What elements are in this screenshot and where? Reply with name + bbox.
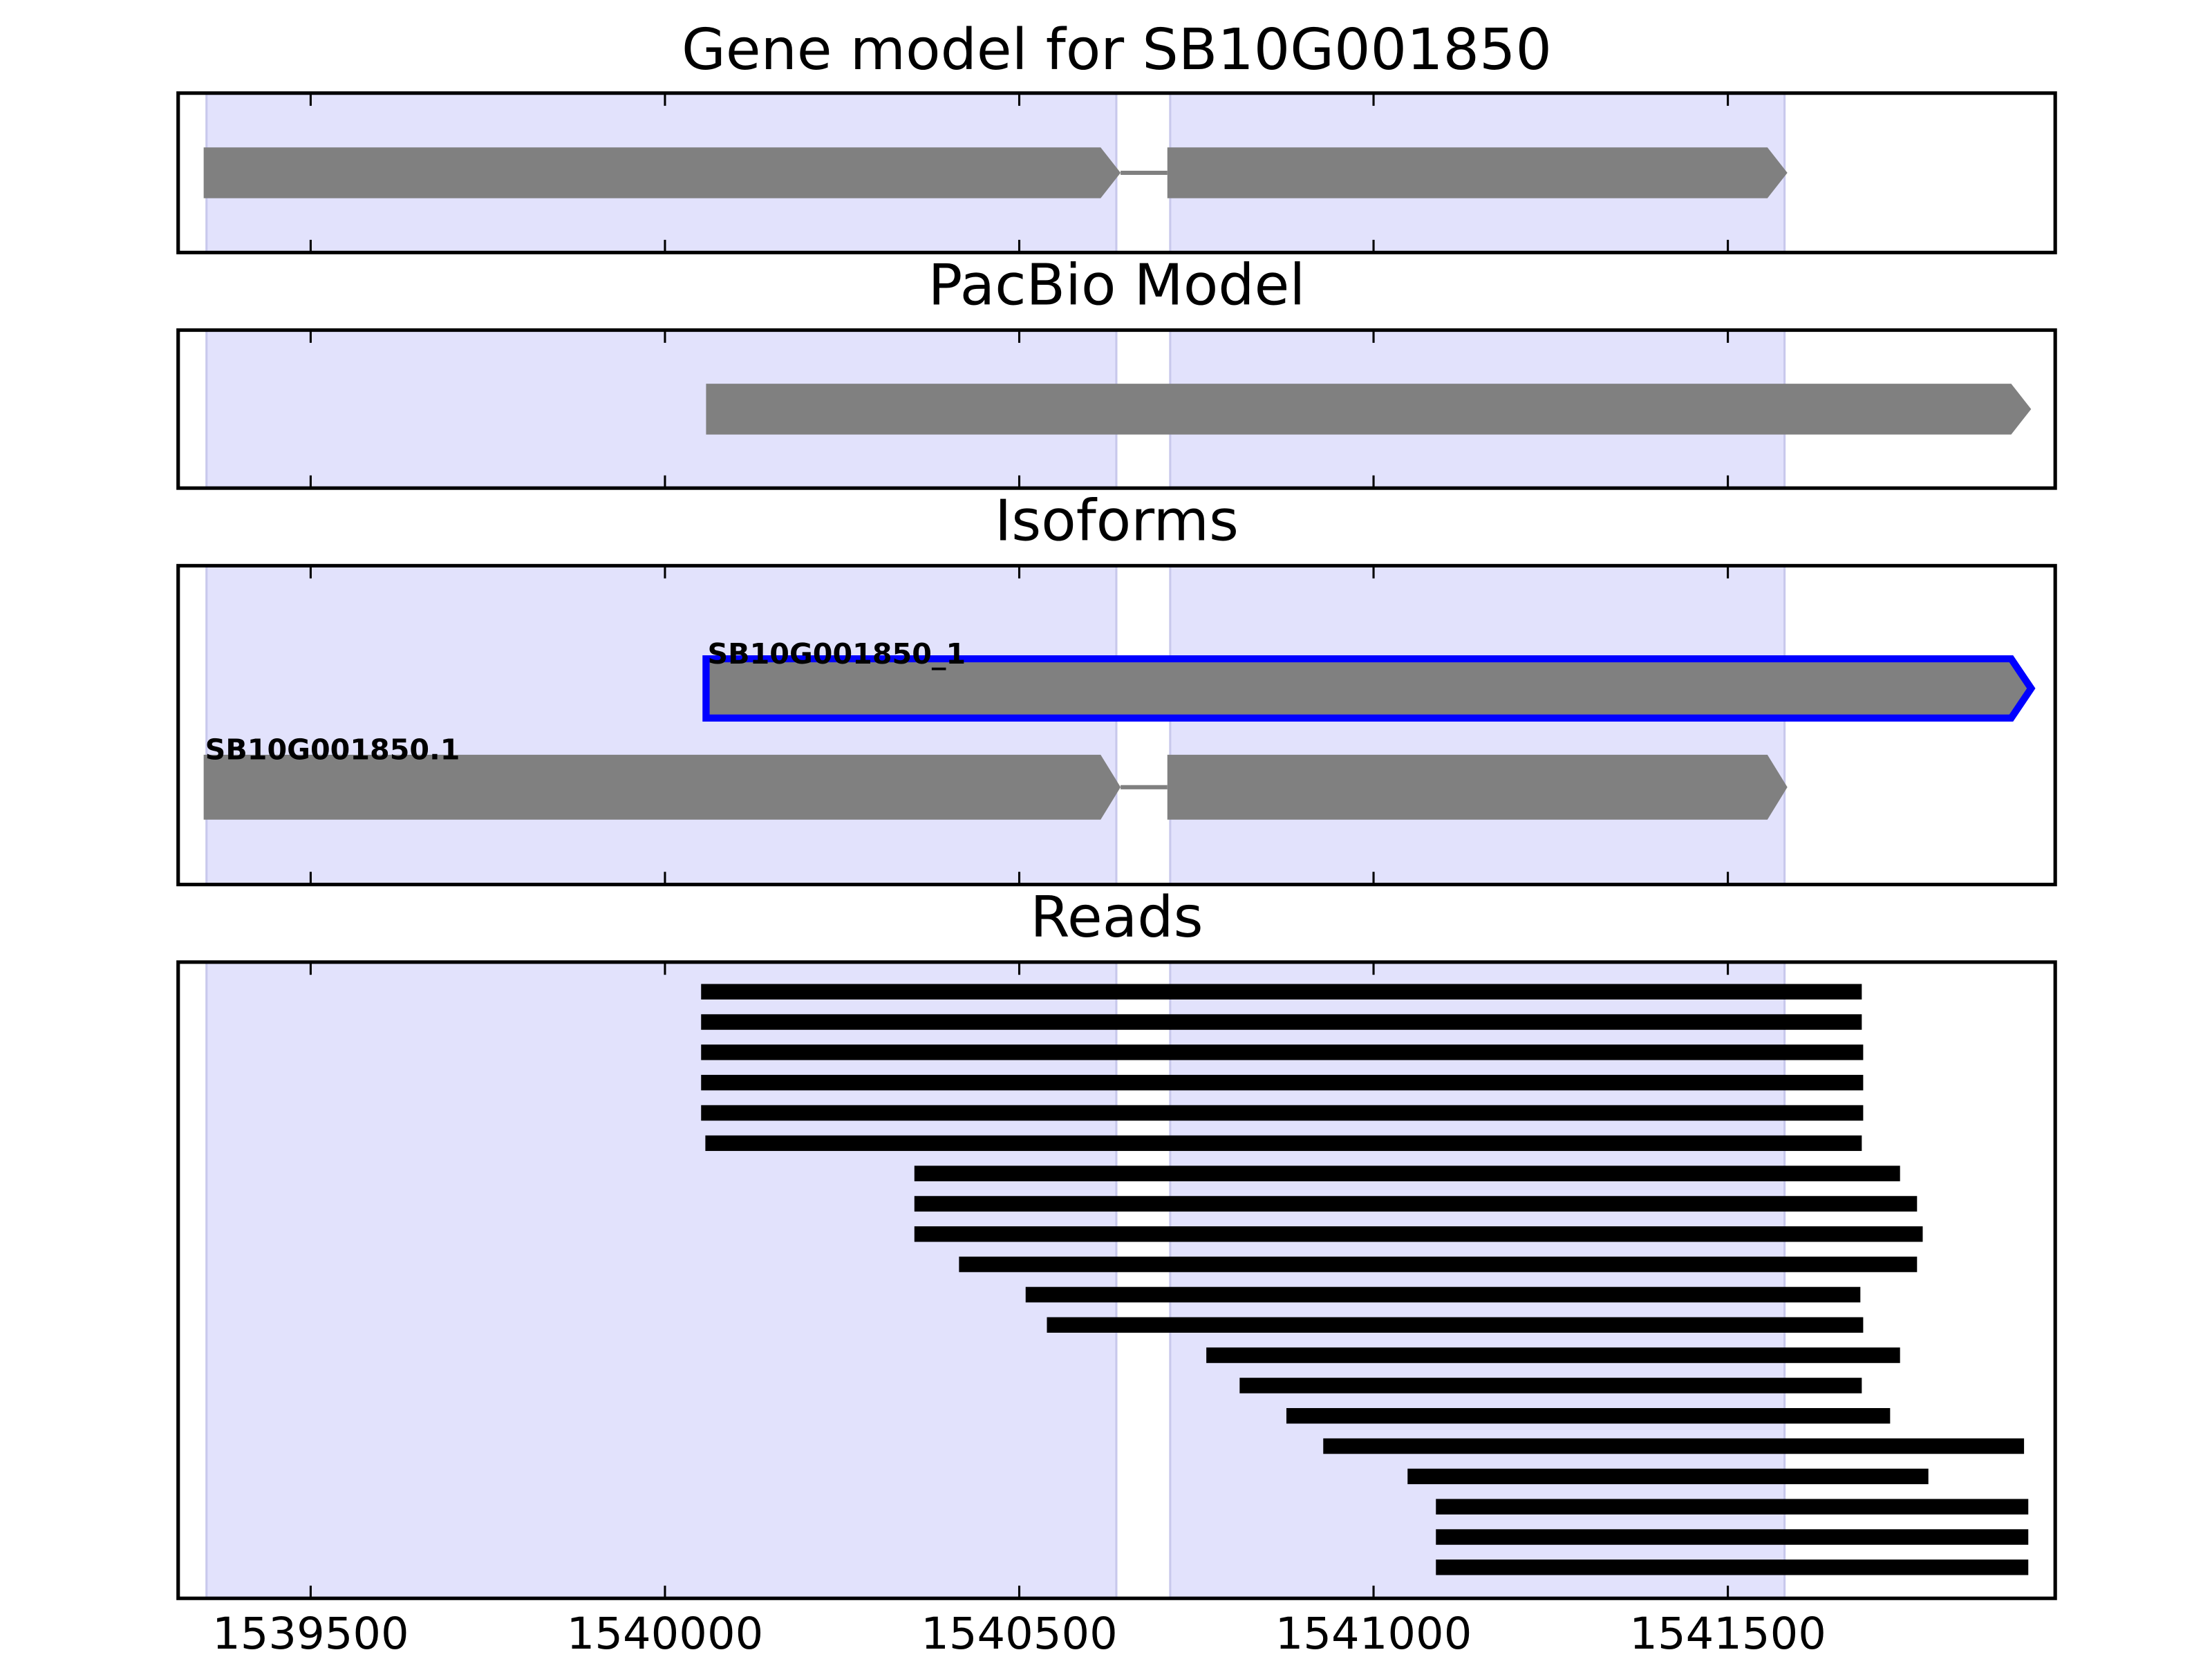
feature-label: SB10G001850_1 [707, 637, 966, 671]
read [914, 1226, 1923, 1242]
panel-frame [176, 960, 2057, 1600]
read [914, 1196, 1918, 1212]
feature-label: SB10G001850.1 [205, 733, 460, 767]
exon [1167, 754, 1788, 820]
panel-frame [176, 563, 2057, 887]
read [1025, 1286, 1861, 1303]
x-tick-label: 1540000 [567, 1608, 764, 1659]
x-tick-label: 1541500 [1629, 1608, 1826, 1659]
exon-region [1169, 564, 1786, 886]
panel-title: Gene model for SB10G001850 [682, 17, 1552, 83]
exon [702, 655, 2036, 722]
read [1436, 1529, 2029, 1545]
read [1206, 1347, 1900, 1363]
panel-frame [176, 328, 2057, 490]
exon [1167, 147, 1788, 198]
read [701, 1044, 1864, 1060]
read [1436, 1499, 2029, 1515]
read [1323, 1438, 2025, 1454]
panel-title: Isoforms [995, 489, 1239, 554]
panel-title: Reads [1030, 885, 1203, 950]
x-tick-label: 1540500 [921, 1608, 1118, 1659]
read [701, 984, 1862, 1000]
read [1407, 1468, 1929, 1485]
read [701, 1014, 1862, 1030]
read [1436, 1559, 2029, 1575]
exon [203, 754, 1121, 820]
read [705, 1135, 1862, 1152]
x-tick-label: 1539500 [212, 1608, 409, 1659]
read [1239, 1378, 1862, 1394]
exon-region [205, 961, 1118, 1600]
x-tick-label: 1541000 [1275, 1608, 1472, 1659]
read [959, 1256, 1918, 1273]
panel-title: PacBio Model [928, 253, 1306, 319]
exon [706, 384, 2032, 435]
read [914, 1165, 1900, 1181]
read [1047, 1317, 1864, 1333]
exon-region [205, 564, 1118, 886]
read [701, 1074, 1864, 1091]
read [701, 1105, 1864, 1121]
read [1286, 1408, 1891, 1424]
exon [203, 147, 1121, 198]
panel-frame [176, 91, 2057, 254]
exon-region [1169, 961, 1786, 1600]
